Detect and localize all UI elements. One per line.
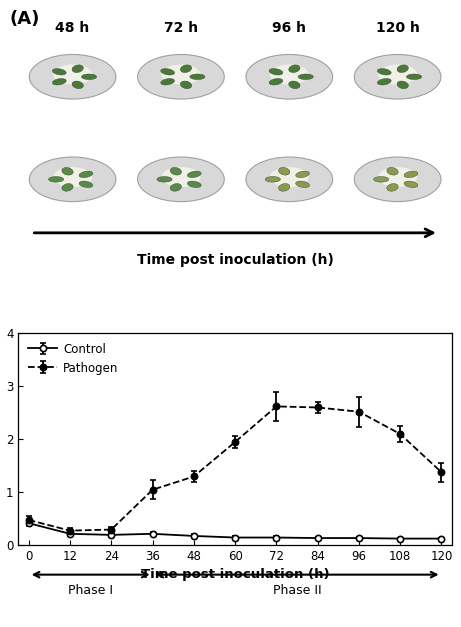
Ellipse shape — [180, 65, 192, 73]
Ellipse shape — [289, 65, 300, 73]
Ellipse shape — [62, 184, 73, 191]
X-axis label: Time post inoculation (h): Time post inoculation (h) — [141, 567, 330, 581]
Ellipse shape — [378, 78, 391, 85]
Ellipse shape — [72, 81, 83, 88]
Ellipse shape — [296, 181, 309, 187]
Ellipse shape — [79, 181, 93, 187]
Legend: Control, Pathogen: Control, Pathogen — [24, 339, 122, 378]
Ellipse shape — [378, 68, 391, 75]
Ellipse shape — [53, 78, 66, 85]
Circle shape — [137, 157, 224, 202]
Ellipse shape — [82, 74, 97, 80]
Text: (A): (A) — [10, 10, 40, 28]
Ellipse shape — [53, 68, 66, 75]
Circle shape — [354, 157, 441, 202]
Text: Phase II: Phase II — [273, 584, 321, 597]
Ellipse shape — [278, 167, 290, 175]
Ellipse shape — [161, 78, 175, 85]
Ellipse shape — [387, 184, 398, 191]
Ellipse shape — [407, 74, 422, 80]
Circle shape — [246, 55, 332, 99]
Ellipse shape — [161, 68, 175, 75]
Ellipse shape — [48, 177, 64, 182]
Circle shape — [378, 65, 417, 85]
Circle shape — [29, 157, 116, 202]
Ellipse shape — [187, 181, 201, 187]
Ellipse shape — [79, 171, 93, 177]
Ellipse shape — [170, 167, 182, 175]
Ellipse shape — [373, 177, 389, 182]
Ellipse shape — [269, 68, 283, 75]
Circle shape — [161, 167, 201, 187]
Ellipse shape — [397, 81, 408, 88]
Circle shape — [270, 167, 309, 187]
Circle shape — [53, 65, 92, 85]
Circle shape — [270, 65, 309, 85]
Circle shape — [354, 55, 441, 99]
Circle shape — [246, 157, 332, 202]
Ellipse shape — [404, 171, 418, 177]
Ellipse shape — [265, 177, 280, 182]
Ellipse shape — [404, 181, 418, 187]
Ellipse shape — [387, 167, 398, 175]
Text: Time post inoculation (h): Time post inoculation (h) — [136, 253, 334, 267]
Ellipse shape — [72, 65, 83, 73]
Circle shape — [137, 55, 224, 99]
Ellipse shape — [296, 171, 309, 177]
Ellipse shape — [187, 171, 201, 177]
Ellipse shape — [180, 81, 192, 88]
Circle shape — [161, 65, 201, 85]
Text: Phase I: Phase I — [68, 584, 113, 597]
Ellipse shape — [278, 184, 290, 191]
Ellipse shape — [157, 177, 172, 182]
Circle shape — [53, 167, 92, 187]
Ellipse shape — [289, 81, 300, 88]
Text: 72 h: 72 h — [164, 21, 198, 35]
Text: 96 h: 96 h — [272, 21, 306, 35]
Ellipse shape — [269, 78, 283, 85]
Ellipse shape — [190, 74, 205, 80]
Y-axis label: Ethylene production
(nl g$^{-1}$ fr wt): Ethylene production (nl g$^{-1}$ fr wt) — [0, 372, 2, 507]
Ellipse shape — [62, 167, 73, 175]
Text: 48 h: 48 h — [55, 21, 90, 35]
Text: 120 h: 120 h — [376, 21, 420, 35]
Ellipse shape — [397, 65, 408, 73]
Circle shape — [29, 55, 116, 99]
Ellipse shape — [298, 74, 313, 80]
Circle shape — [378, 167, 417, 187]
Ellipse shape — [170, 184, 182, 191]
